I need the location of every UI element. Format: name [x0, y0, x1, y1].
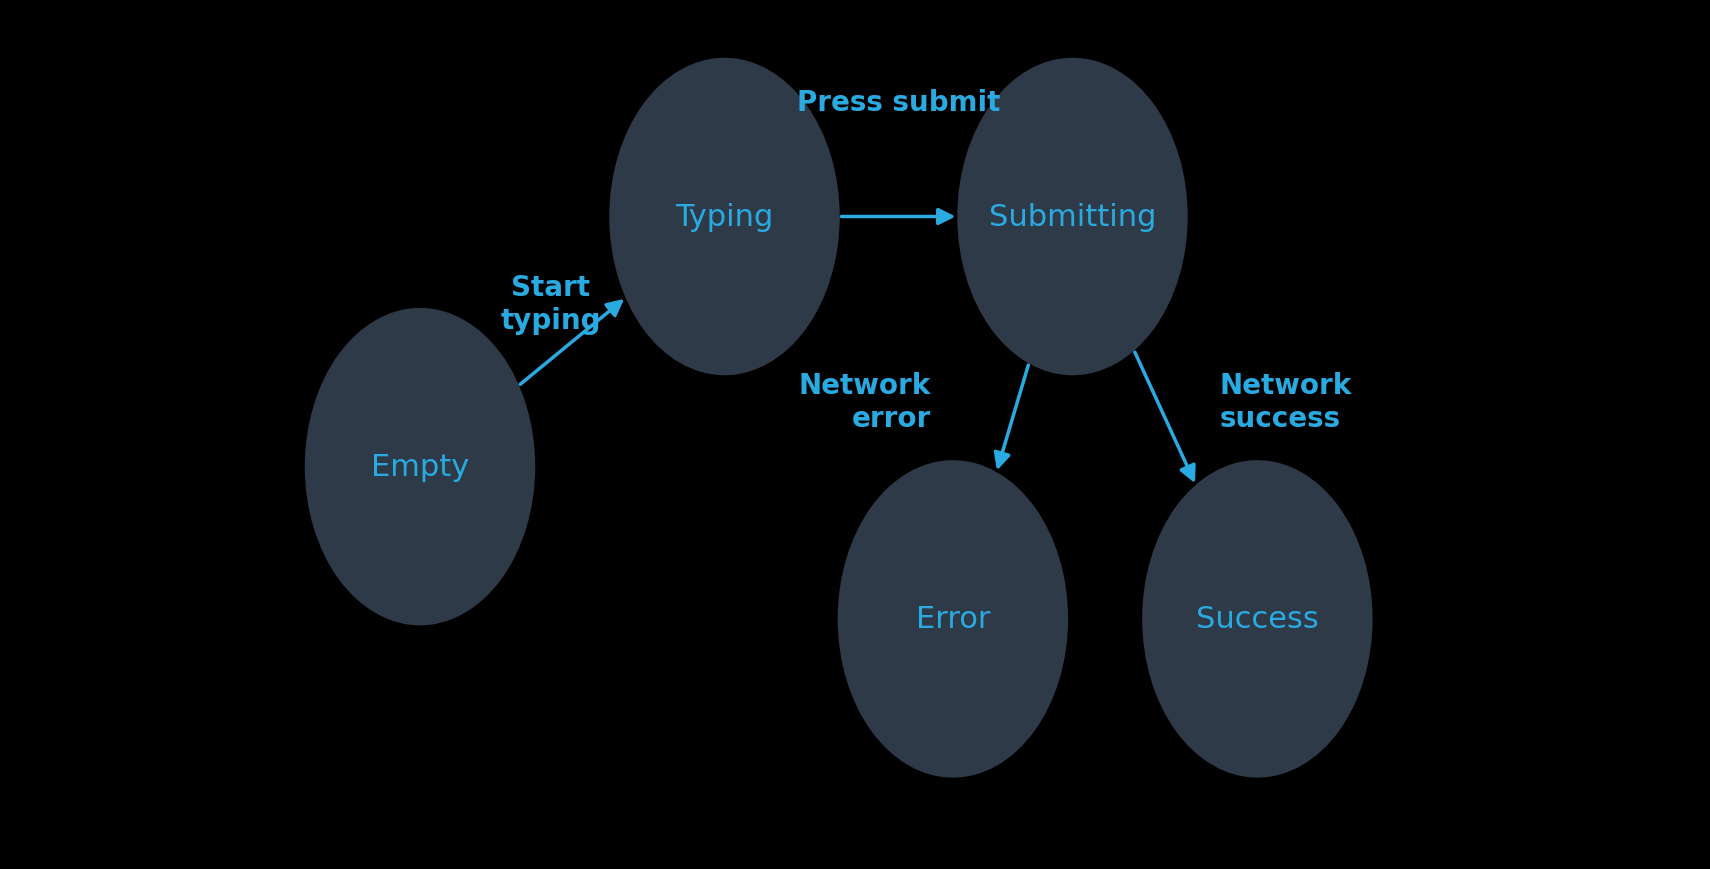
Text: Network
success: Network success	[1219, 372, 1351, 432]
Text: Start
typing: Start typing	[501, 274, 600, 335]
Text: Empty: Empty	[371, 453, 469, 481]
Text: Typing: Typing	[675, 202, 773, 232]
Ellipse shape	[838, 461, 1067, 777]
Text: Press submit: Press submit	[797, 90, 1000, 117]
Text: Submitting: Submitting	[988, 202, 1156, 232]
Ellipse shape	[610, 60, 838, 375]
Ellipse shape	[1144, 461, 1371, 777]
Ellipse shape	[306, 309, 534, 625]
Ellipse shape	[958, 60, 1187, 375]
Text: Network
error: Network error	[799, 372, 932, 432]
Text: Success: Success	[1195, 605, 1318, 634]
Text: Error: Error	[915, 605, 990, 634]
